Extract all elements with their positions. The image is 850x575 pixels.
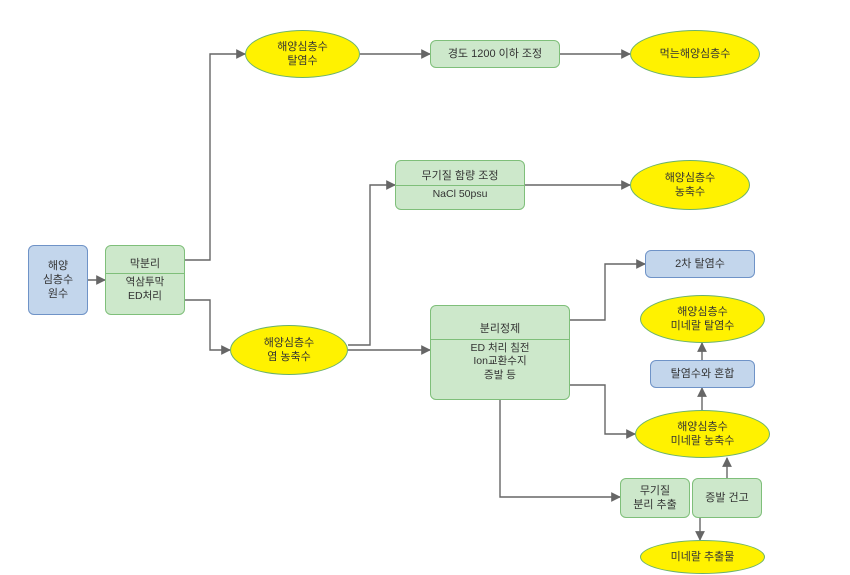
node-label: 분리 추출 (633, 498, 677, 512)
edge-sep-to-extract (500, 400, 620, 497)
node-label: 염 농축수 (267, 350, 311, 364)
node-hardness-adjust: 경도 1200 이하 조정 (430, 40, 560, 68)
node-sub: ED처리 (128, 290, 162, 304)
node-sub: 증발 등 (484, 369, 516, 383)
node-label: 해양심층수 (264, 336, 315, 350)
node-separation-refining: 분리정제 ED 처리 침전 Ion교환수지 증발 등 (430, 305, 570, 400)
node-label: 원수 (48, 287, 68, 301)
node-divider (431, 339, 569, 340)
node-label: 해양 (48, 259, 68, 273)
node-label: 해양심층수 (677, 420, 728, 434)
node-drinkable-output: 먹는해양심층수 (630, 30, 760, 78)
node-mineral-extract-output: 미네랄 추출물 (640, 540, 765, 574)
node-concentrate-output: 해양심층수 농축수 (630, 160, 750, 210)
node-label: 무기질 (640, 484, 670, 498)
node-source-water: 해양 심층수 원수 (28, 245, 88, 315)
node-label: 심층수 (43, 273, 73, 287)
node-divider (396, 185, 524, 186)
node-evaporation-dry: 증발 건고 (692, 478, 762, 518)
edge-saltconc-to-mineraladj (348, 185, 395, 345)
node-label: 미네랄 추출물 (671, 550, 735, 564)
node-label: 경도 1200 이하 조정 (448, 47, 542, 61)
node-label: 미네랄 농축수 (671, 434, 735, 448)
node-mineral-desal: 해양심층수 미네랄 탈염수 (640, 295, 765, 343)
node-label: 농축수 (675, 185, 705, 199)
node-label: 증발 건고 (705, 491, 749, 505)
node-desalinated-water: 해양심층수 탈염수 (245, 30, 360, 78)
edge-sep-to-minconc (570, 385, 635, 434)
node-secondary-desal: 2차 탈염수 (645, 250, 755, 278)
node-sub: NaCl 50psu (433, 188, 488, 202)
node-title: 분리정제 (480, 322, 520, 336)
node-divider (106, 273, 184, 274)
node-sub: Ion교환수지 (473, 355, 526, 369)
node-label: 탈염수와 혼합 (671, 367, 735, 381)
node-sub: ED 처리 침전 (470, 342, 529, 356)
node-label: 해양심층수 (665, 171, 716, 185)
edge-membrane-to-saltconc (185, 300, 230, 350)
node-mineral-extract-step: 무기질 분리 추출 (620, 478, 690, 518)
edge-membrane-to-desal (185, 54, 245, 260)
node-title: 무기질 함량 조정 (422, 169, 499, 183)
node-salt-concentrate: 해양심층수 염 농축수 (230, 325, 348, 375)
node-membrane-separation: 막분리 역삼투막 ED처리 (105, 245, 185, 315)
node-sub: 역삼투막 (126, 276, 165, 290)
node-label: 해양심층수 (277, 40, 328, 54)
node-title: 막분리 (130, 257, 160, 271)
node-label: 2차 탈염수 (675, 257, 725, 271)
node-label: 미네랄 탈염수 (671, 319, 735, 333)
node-label: 탈염수 (287, 54, 317, 68)
node-mineral-adjust: 무기질 함량 조정 NaCl 50psu (395, 160, 525, 210)
node-mineral-concentrate: 해양심층수 미네랄 농축수 (635, 410, 770, 458)
node-mix-with-desal: 탈염수와 혼합 (650, 360, 755, 388)
node-label: 해양심층수 (677, 305, 728, 319)
node-label: 먹는해양심층수 (660, 47, 731, 61)
edge-sep-to-desal2 (570, 264, 645, 320)
